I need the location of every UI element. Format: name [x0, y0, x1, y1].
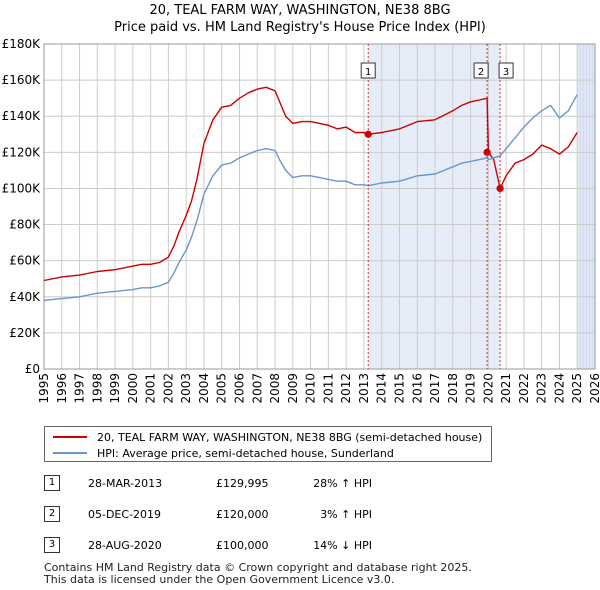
y-tick-label: £60K — [9, 254, 41, 268]
x-tick-label: 2003 — [179, 373, 193, 404]
transaction-price: £129,995 — [216, 477, 269, 490]
plot-frame — [43, 43, 596, 370]
x-tick-label: 1996 — [55, 373, 69, 404]
y-tick-label: £0 — [25, 362, 40, 376]
y-tick-label: £120K — [2, 145, 42, 159]
chart-title-line1: 20, TEAL FARM WAY, WASHINGTON, NE38 8BG — [149, 3, 451, 18]
transaction-hpi-delta: 3% ↑ HPI — [320, 508, 372, 521]
footer-copyright: Contains HM Land Registry data © Crown c… — [44, 561, 472, 574]
legend-swatch-hpi — [53, 452, 87, 454]
legend-item-hpi: HPI: Average price, semi-detached house,… — [53, 445, 394, 461]
x-tick-label: 1995 — [37, 373, 51, 404]
y-tick-label: £40K — [9, 290, 41, 304]
annotations: 1 2 3 — [360, 44, 514, 369]
transaction-price: £100,000 — [216, 539, 269, 552]
grid-lines — [43, 43, 596, 370]
x-tick-label: 2010 — [304, 373, 318, 404]
x-tick-label: 2006 — [233, 373, 247, 404]
sale-label-box — [360, 62, 376, 79]
x-tick-label: 2025 — [570, 373, 584, 404]
x-tick-label: 2019 — [464, 373, 478, 404]
y-tick-label: £160K — [2, 73, 42, 87]
shaded-periods — [368, 44, 595, 369]
transaction-badge: 3 — [44, 537, 60, 553]
transaction-date: 28-MAR-2013 — [88, 477, 163, 490]
transaction-row-3: 3 28-AUG-2020 £100,000 14% ↓ HPI — [44, 537, 464, 555]
transaction-row-1: 1 28-MAR-2013 £129,995 28% ↑ HPI — [44, 475, 464, 493]
x-tick-label: 1997 — [73, 373, 87, 404]
x-tick-label: 2015 — [392, 373, 406, 404]
legend-label-price-paid: 20, TEAL FARM WAY, WASHINGTON, NE38 8BG … — [97, 430, 483, 444]
x-tick-label: 1998 — [90, 373, 104, 404]
x-tick-label: 2004 — [197, 373, 211, 404]
sale-label-box — [498, 62, 514, 79]
series-lines — [43, 86, 578, 302]
x-tick-label: 2009 — [286, 373, 300, 404]
sale-label: 1 — [365, 67, 371, 78]
x-tick-label: 2012 — [339, 373, 353, 404]
legend-swatch-price-paid — [53, 436, 87, 438]
y-tick-label: £100K — [2, 181, 42, 195]
x-tick-label: 1999 — [108, 373, 122, 404]
x-tick-label: 2021 — [499, 373, 513, 404]
x-tick-label: 2023 — [535, 373, 549, 404]
x-tick-label: 2016 — [410, 373, 424, 404]
x-tick-label: 2017 — [428, 373, 442, 404]
chart-title-line2: Price paid vs. HM Land Registry's House … — [114, 20, 486, 35]
transaction-date: 05-DEC-2019 — [88, 508, 162, 521]
shaded-period — [368, 44, 501, 369]
series-line-price-paid — [43, 86, 578, 282]
series-line-hpi — [43, 94, 578, 302]
transaction-hpi-delta: 14% ↓ HPI — [313, 539, 372, 552]
x-tick-label: 2018 — [446, 373, 460, 404]
x-tick-label: 2022 — [517, 373, 531, 404]
x-tick-label: 2007 — [250, 373, 264, 404]
x-tick-label: 2014 — [375, 373, 389, 404]
y-tick-label: £180K — [2, 37, 42, 51]
footer-licence: This data is licensed under the Open Gov… — [44, 573, 395, 586]
transaction-hpi-delta: 28% ↑ HPI — [313, 477, 372, 490]
y-tick-label: £140K — [2, 109, 42, 123]
x-tick-label: 2013 — [357, 373, 371, 404]
transaction-badge: 1 — [44, 475, 60, 491]
sale-point — [364, 130, 372, 138]
transaction-badge: 2 — [44, 506, 60, 522]
transaction-price: £120,000 — [216, 508, 269, 521]
x-tick-label: 2000 — [126, 373, 140, 404]
y-tick-label: £80K — [9, 218, 41, 232]
legend-item-price-paid: 20, TEAL FARM WAY, WASHINGTON, NE38 8BG … — [53, 429, 482, 445]
x-tick-label: 2020 — [481, 373, 495, 404]
sale-point — [496, 184, 504, 193]
price-chart: £0 £20K £40K £60K £80K £100K £120K £140K £160K £1… — [2, 37, 600, 404]
sale-point — [483, 148, 491, 156]
x-tick-label: 2001 — [144, 373, 158, 404]
x-tick-label: 2002 — [161, 373, 175, 404]
sale-label-box — [473, 62, 489, 79]
x-tick-label: 2024 — [552, 373, 566, 404]
x-tick-label: 2011 — [321, 373, 335, 404]
legend-label-hpi: HPI: Average price, semi-detached house,… — [97, 446, 394, 460]
y-tick-label: £20K — [9, 326, 41, 340]
x-tick-label: 2026 — [588, 373, 600, 404]
sale-label: 2 — [478, 67, 484, 78]
sale-label: 3 — [503, 67, 509, 78]
x-tick-label: 2005 — [215, 373, 229, 404]
x-tick-label: 2008 — [268, 373, 282, 404]
transaction-row-2: 2 05-DEC-2019 £120,000 3% ↑ HPI — [44, 506, 464, 524]
legend: 20, TEAL FARM WAY, WASHINGTON, NE38 8BG … — [44, 426, 492, 462]
axes: £0 £20K £40K £60K £80K £100K £120K £140K £160K £1… — [2, 37, 600, 404]
transaction-date: 28-AUG-2020 — [88, 539, 162, 552]
